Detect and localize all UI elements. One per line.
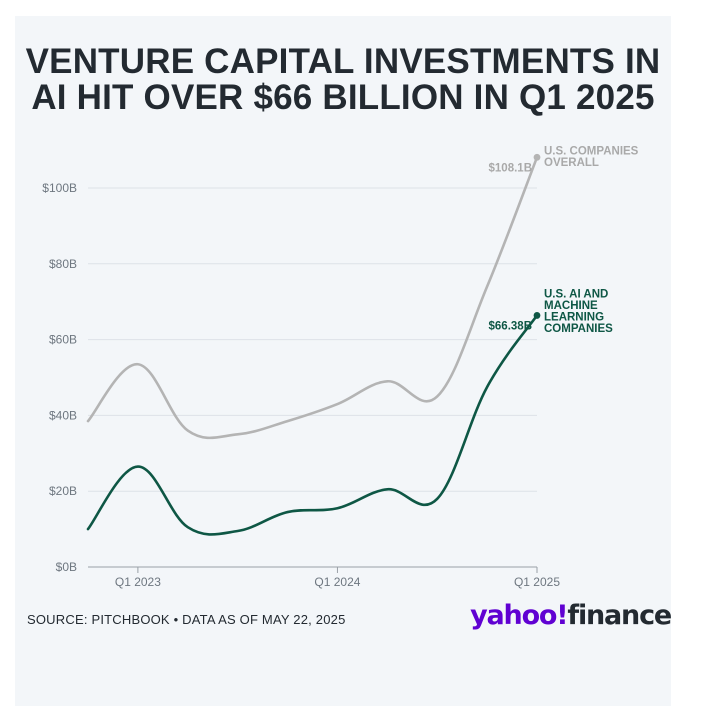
series-name-label: LEARNING bbox=[544, 311, 604, 323]
y-tick-label: $60B bbox=[49, 333, 77, 347]
series-end-point bbox=[533, 153, 541, 161]
series-name-label: U.S. AI AND bbox=[544, 288, 608, 300]
chart-title-line-1: VENTURE CAPITAL INVESTMENTS IN bbox=[25, 42, 661, 81]
chart-title-line-2: AI HIT OVER $66 BILLION IN Q1 2025 bbox=[31, 78, 655, 117]
chart-card: VENTURE CAPITAL INVESTMENTS IN AI HIT OV… bbox=[15, 16, 671, 706]
y-tick-label: $0B bbox=[56, 560, 77, 574]
y-tick-label: $20B bbox=[49, 484, 77, 498]
chart-title: VENTURE CAPITAL INVESTMENTS IN AI HIT OV… bbox=[15, 44, 671, 116]
series-end-point bbox=[533, 312, 541, 319]
series-end-value-label: $108.1B bbox=[489, 162, 532, 174]
x-tick-label: Q1 2023 bbox=[115, 575, 161, 589]
y-tick-label: $40B bbox=[49, 408, 77, 422]
series-name-label: MACHINE bbox=[544, 300, 598, 312]
series-name-label: U.S. COMPANIES bbox=[544, 145, 639, 157]
series-line-us-ai-ml-companies bbox=[86, 314, 539, 536]
series-name-label: COMPANIES bbox=[544, 323, 613, 335]
series-end-value-label: $66.38B bbox=[489, 320, 532, 332]
yahoo-finance-logo: yahoo!finance bbox=[470, 600, 672, 631]
series-line-us-companies-overall bbox=[86, 156, 539, 440]
x-tick-label: Q1 2024 bbox=[314, 575, 360, 589]
source-note: SOURCE: PITCHBOOK • DATA AS OF MAY 22, 2… bbox=[27, 612, 346, 627]
y-tick-label: $100B bbox=[42, 181, 77, 195]
y-tick-label: $80B bbox=[49, 257, 77, 271]
logo-yahoo-text: yahoo! bbox=[470, 600, 568, 631]
x-tick-label: Q1 2025 bbox=[514, 575, 560, 589]
logo-finance-text: finance bbox=[567, 600, 672, 631]
series-name-label: OVERALL bbox=[544, 157, 599, 169]
